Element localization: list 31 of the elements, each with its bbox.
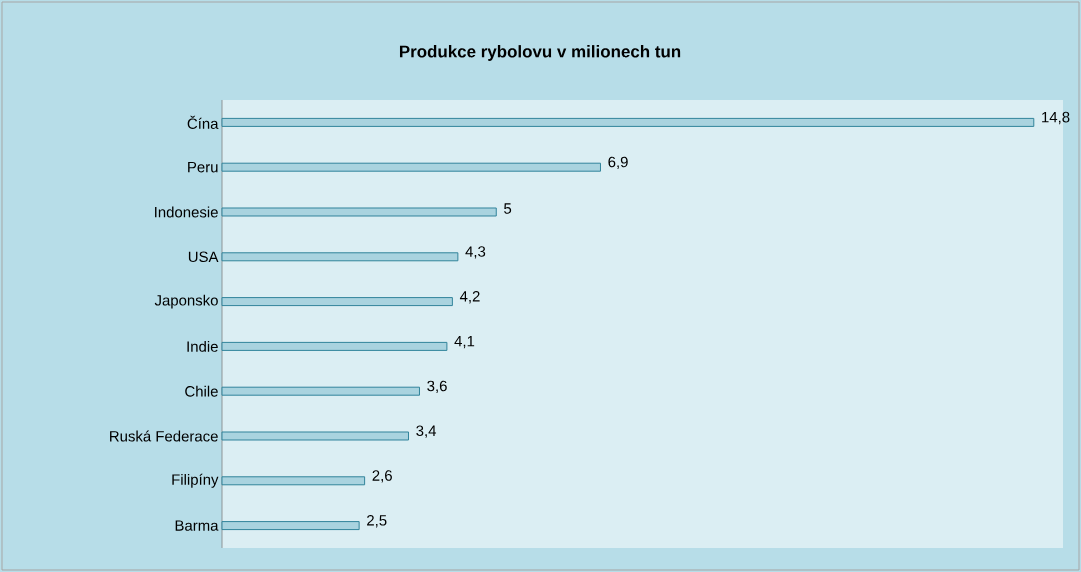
y-tick-label: Ruská Federace [110,430,218,442]
data-label: 3,4 [416,425,437,438]
bar [221,386,420,396]
y-tick-label: USA [188,251,219,263]
bar [221,162,601,172]
bar [221,207,497,217]
bar [221,341,448,351]
bar [221,117,1035,127]
data-label: 4,1 [454,336,475,349]
y-tick-label: Filipíny [172,473,219,488]
data-label: 4,3 [465,246,486,259]
data-label: 14,8 [1042,111,1070,125]
data-label: 4,2 [459,291,480,304]
y-tick-label: Peru [188,161,218,173]
chart-title: Produkce rybolovu v milionech tun [399,45,681,61]
bar [221,297,453,307]
y-tick-label: Chile [185,385,218,397]
bar [221,431,409,441]
data-label: 6,9 [608,156,628,169]
data-label: 2,5 [367,515,387,528]
bar [221,476,366,486]
data-label: 2,6 [372,470,392,483]
y-tick-label: Japonsko [154,294,218,309]
y-tick-label: Indie [187,340,218,352]
y-tick-label: Barma [175,520,219,531]
bar [221,521,360,531]
bar [221,252,459,262]
y-tick-label: Indonesie [155,206,218,218]
y-tick-label: Čína [187,115,219,129]
data-label: 3,6 [427,380,447,393]
data-label: 5 [504,203,512,214]
